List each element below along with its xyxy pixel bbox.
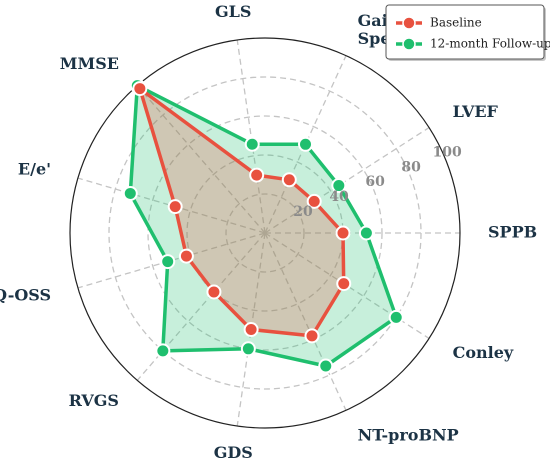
grid-spoke <box>77 232 266 289</box>
data-point-12-month-follow-up <box>240 341 256 357</box>
axis-label-kccq-oss: KCCQ-OSS <box>0 285 51 304</box>
data-point-12-month-follow-up <box>388 309 404 325</box>
data-point-12-month-follow-up <box>318 358 334 374</box>
data-point-baseline <box>178 248 194 264</box>
axis-label-e-e: E/e' <box>18 160 51 179</box>
series-line-12-month-follow-up <box>128 83 398 368</box>
legend-marker-12-month-follow-up <box>402 37 416 51</box>
grid-spoke <box>264 55 347 234</box>
axis-label-conley: Conley <box>453 343 514 362</box>
outer-border <box>69 37 461 429</box>
tick-label-100: 100 <box>433 144 462 160</box>
grid-spoke <box>136 85 266 234</box>
axis-label-rvgs: RVGS <box>69 391 119 410</box>
data-point-baseline <box>306 193 322 209</box>
tick-label-layer: 20 40 60 80 100 <box>293 144 462 220</box>
grid-spoke <box>77 177 266 234</box>
data-point-12-month-follow-up <box>244 136 260 152</box>
series-layer <box>122 78 404 374</box>
axis-label-lvef: LVEF <box>453 102 499 121</box>
legend-marker-baseline <box>402 16 416 30</box>
tick-label-40: 40 <box>329 189 349 205</box>
data-point-baseline <box>243 322 259 338</box>
data-point-12-month-follow-up <box>298 136 314 152</box>
data-point-baseline <box>336 276 352 292</box>
data-point-baseline <box>281 172 297 188</box>
axis-label-gls: GLS <box>215 2 251 21</box>
tick-label-20: 20 <box>293 204 313 220</box>
data-point-baseline <box>167 199 183 215</box>
grid-ring <box>225 193 305 273</box>
data-point-12-month-follow-up <box>358 225 374 241</box>
data-point-12-month-follow-up <box>155 343 171 359</box>
series-area-12-month-follow-up <box>130 85 397 366</box>
legend-label-baseline: Baseline <box>430 16 482 30</box>
axis-label-mmse: MMSE <box>60 54 119 73</box>
data-point-12-month-follow-up <box>122 185 138 201</box>
grid-spoke <box>264 127 430 234</box>
grid-ring <box>147 115 383 351</box>
series-area-baseline <box>139 88 344 336</box>
legend-label-12-month-follow-up: 12-month Follow-up <box>430 37 550 51</box>
axis-label-nt-probnp: NT-proBNP <box>358 425 459 444</box>
legend-box <box>385 4 545 60</box>
data-point-12-month-follow-up <box>160 254 176 270</box>
tick-label-60: 60 <box>365 174 385 190</box>
grid-layer <box>69 37 461 429</box>
grid-spoke <box>236 232 266 427</box>
axis-label-gds: GDS <box>214 443 253 460</box>
tick-label-80: 80 <box>401 159 421 175</box>
legend: Baseline 12-month Follow-up <box>385 4 550 61</box>
data-point-baseline <box>335 225 351 241</box>
grid-spoke <box>236 39 266 234</box>
data-point-baseline <box>304 328 320 344</box>
data-point-12-month-follow-up <box>331 178 347 194</box>
grid-spoke <box>264 232 347 411</box>
data-point-baseline <box>132 81 148 97</box>
data-point-baseline <box>206 284 222 300</box>
axis-label-sppb: SPPB <box>488 223 537 242</box>
data-point-baseline <box>249 167 265 183</box>
